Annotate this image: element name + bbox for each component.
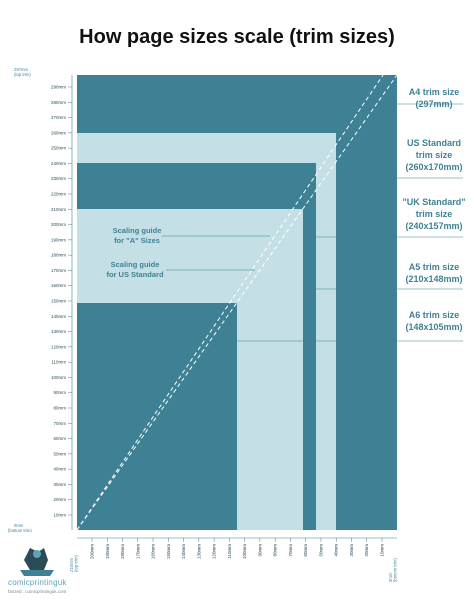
x-tick-label: 60mm	[303, 544, 308, 557]
superhero-logo-icon	[20, 548, 54, 576]
a5-annotation: A5 trim size (210x148mm)	[303, 262, 463, 290]
y-tick-label: 100mm	[51, 375, 66, 380]
logo-name: comicprintinguk	[8, 578, 67, 587]
y-tick-label: 50mm	[53, 451, 66, 456]
x-axis: 200mm 190mm 180mm 170mm 160mm 150mm 140mm 130mm…	[77, 537, 397, 559]
comic-printing-logo	[20, 548, 54, 576]
y-tick-label: 290mm	[51, 85, 66, 90]
y-tick-label: 140mm	[51, 314, 66, 319]
a-sizes-guide-annotation: Scaling guide for "A" Sizes	[113, 226, 270, 245]
x-tick-label: 80mm	[273, 544, 278, 557]
y-tick-label: 240mm	[51, 161, 66, 166]
y-tick-label: 30mm	[53, 482, 66, 487]
y-tick-label: 150mm	[51, 299, 66, 304]
y-tick-label: 110mm	[51, 360, 66, 365]
x-tick-label: 160mm	[151, 544, 156, 559]
y-tick-label: 160mm	[51, 283, 66, 288]
y-tick-label: 120mm	[51, 344, 66, 349]
bottom-x-right-edge-label: 0mm(bottom trim)	[388, 558, 398, 582]
y-tick-label: 260mm	[51, 130, 66, 135]
us-standard-annotation: US Standard trim size (260x170mm)	[336, 138, 463, 179]
x-tick-label: 170mm	[135, 544, 140, 559]
us-standard-label: US Standard trim size (260x170mm)	[405, 138, 462, 172]
y-tick-label: 270mm	[51, 115, 66, 120]
y-tick-label: 250mm	[51, 146, 66, 151]
y-tick-label: 10mm	[53, 513, 66, 518]
a6-annotation: A6 trim size (148x105mm)	[237, 310, 463, 342]
y-tick-label: 20mm	[53, 497, 66, 502]
us-standard-guide-annotation: Scaling guide for US Standard	[106, 260, 255, 279]
x-tick-label: 150mm	[166, 544, 171, 559]
y-tick-label: 230mm	[51, 176, 66, 181]
x-tick-label: 120mm	[212, 544, 217, 559]
bottom-left-edge-label: 0mm (bottom trim)	[8, 523, 32, 533]
y-tick-label: 80mm	[53, 406, 66, 411]
x-tick-label: 20mm	[364, 544, 369, 557]
x-tick-label: 70mm	[288, 544, 293, 557]
y-axis: 290mm 280mm 270mm 260mm 250mm 240mm 230mm 220mm…	[51, 75, 73, 530]
a-sizes-guide-label: Scaling guide for "A" Sizes	[113, 226, 162, 245]
x-tick-label: 10mm	[380, 544, 385, 557]
y-tick-label: 280mm	[51, 100, 66, 105]
a4-annotation: A4 trim size (297mm)	[397, 87, 463, 109]
y-tick-label: 220mm	[51, 192, 66, 197]
us-standard-guide-label: Scaling guide for US Standard	[106, 260, 164, 279]
y-tick-label: 190mm	[51, 237, 66, 242]
x-tick-label: 130mm	[196, 544, 201, 559]
y-tick-label: 180mm	[51, 253, 66, 258]
uk-standard-annotation: "UK Standard" trim size (240x157mm)	[316, 197, 466, 238]
a4-label: A4 trim size (297mm)	[409, 87, 460, 109]
page-title: How page sizes scale (trim sizes)	[79, 26, 395, 48]
x-tick-label: 190mm	[105, 544, 110, 559]
x-tick-label: 40mm	[334, 544, 339, 557]
top-left-edge-label: 297mm (top trim)	[14, 67, 31, 77]
y-tick-label: 40mm	[53, 467, 66, 472]
us-standard-scaling-line	[76, 74, 384, 531]
bottom-x-left-edge-label: 210mm(top trim)	[69, 555, 79, 572]
y-tick-label: 210mm	[51, 207, 66, 212]
a6-label: A6 trim size (148x105mm)	[405, 310, 462, 332]
y-tick-label: 170mm	[51, 268, 66, 273]
a5-label: A5 trim size (210x148mm)	[405, 262, 462, 284]
x-tick-label: 100mm	[242, 544, 247, 559]
x-tick-label: 200mm	[90, 544, 95, 559]
x-tick-label: 140mm	[181, 544, 186, 559]
x-tick-label: 30mm	[349, 544, 354, 557]
x-tick-label: 110mm	[227, 544, 232, 559]
uk-standard-label: "UK Standard" trim size (240x157mm)	[402, 197, 465, 231]
y-tick-label: 90mm	[53, 390, 66, 395]
x-tick-label: 90mm	[257, 544, 262, 557]
y-tick-label: 70mm	[53, 421, 66, 426]
x-tick-label: 180mm	[120, 544, 125, 559]
x-tick-label: 50mm	[318, 544, 323, 557]
y-tick-label: 60mm	[53, 436, 66, 441]
y-tick-label: 130mm	[51, 329, 66, 334]
logo-subtitle: fanzed : comicprintinguk.com	[8, 589, 67, 594]
y-tick-label: 200mm	[51, 222, 66, 227]
a6-block	[77, 303, 237, 530]
a-sizes-scaling-line	[76, 74, 398, 531]
